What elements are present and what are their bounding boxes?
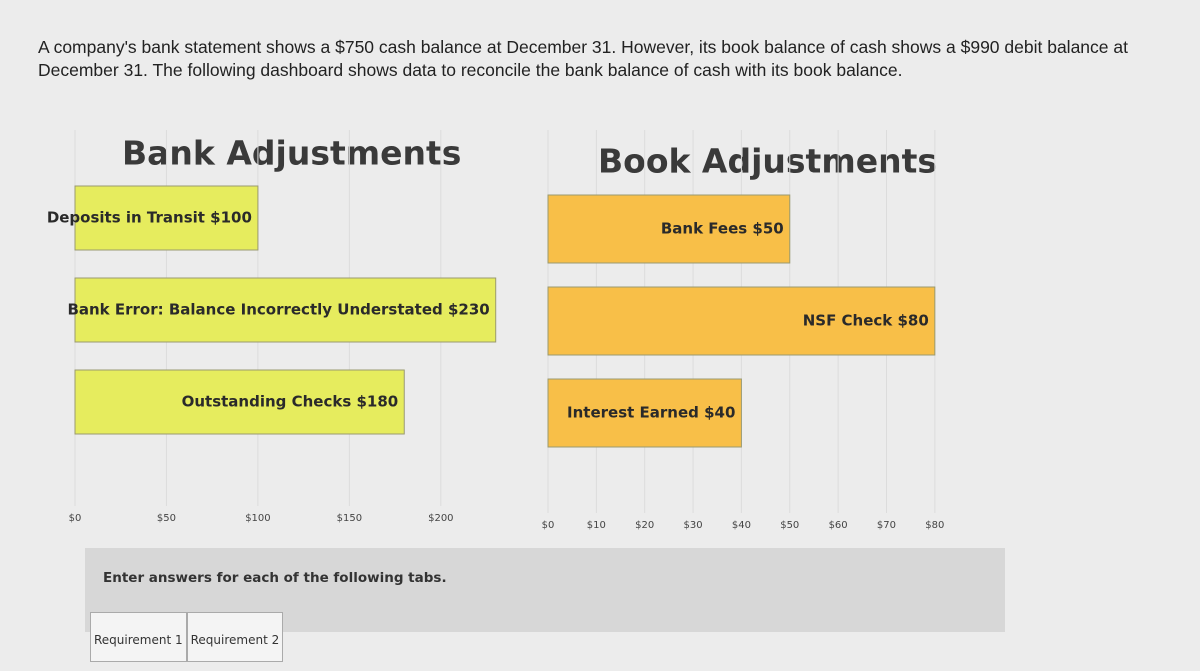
bar-label: Bank Error: Balance Incorrectly Understa…	[67, 301, 489, 319]
bar	[547, 194, 791, 264]
bar	[74, 277, 497, 343]
x-tick-label: $80	[925, 520, 944, 531]
bar-label: Bank Fees $50	[661, 220, 784, 238]
bar	[547, 378, 742, 448]
x-tick-label: $100	[245, 513, 270, 524]
x-tick-label: $50	[780, 520, 799, 531]
instructions: Enter answers for each of the following …	[103, 570, 447, 586]
bar	[547, 286, 936, 356]
intro-text: A company's bank statement shows a $750 …	[38, 37, 1128, 80]
x-tick-label: $0	[542, 520, 555, 531]
bar-label: NSF Check $80	[803, 312, 929, 330]
x-tick-label: $60	[829, 520, 848, 531]
x-tick-label: $70	[877, 520, 896, 531]
bar	[74, 185, 259, 251]
x-tick-label: $30	[684, 520, 703, 531]
chart-title: Bank Adjustments	[122, 134, 461, 173]
bar-label: Deposits in Transit $100	[47, 209, 252, 227]
x-tick-label: $20	[635, 520, 654, 531]
bar	[74, 369, 405, 435]
x-tick-label: $0	[69, 513, 82, 524]
chart-title: Book Adjustments	[598, 142, 937, 181]
x-tick-label: $200	[428, 513, 453, 524]
x-tick-label: $40	[732, 520, 751, 531]
tab[interactable]: Requirement 1	[90, 612, 187, 662]
bar-label: Outstanding Checks $180	[182, 393, 399, 411]
x-tick-label: $50	[157, 513, 176, 524]
tab[interactable]: Requirement 2	[186, 612, 284, 662]
x-tick-label: $10	[587, 520, 606, 531]
tab-bar: Requirement 1 Requirement 2	[90, 612, 284, 662]
x-tick-label: $150	[337, 513, 362, 524]
bar-label: Interest Earned $40	[567, 404, 735, 422]
